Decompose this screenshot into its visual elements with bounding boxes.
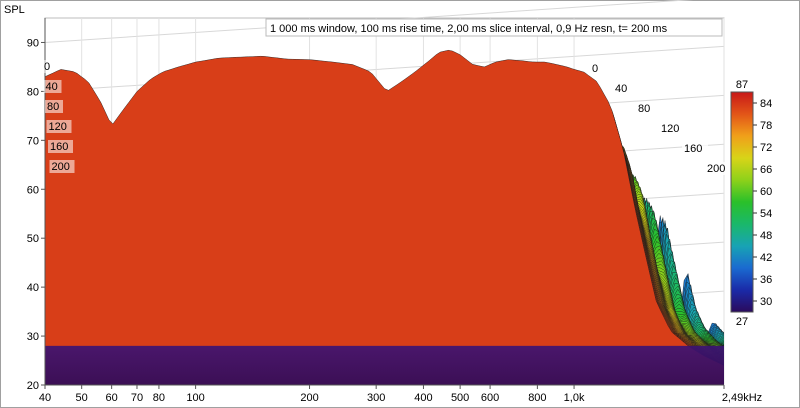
colorbar-max-label: 87 xyxy=(736,79,748,91)
time-label-right: 200 xyxy=(705,162,731,175)
x-tick-label: 100 xyxy=(186,392,204,404)
time-label-left: 200 xyxy=(49,160,75,173)
svg-text:200: 200 xyxy=(52,161,70,173)
x-tick-label: 800 xyxy=(528,392,546,404)
waterfall-slices xyxy=(45,49,724,385)
time-label-left: 40 xyxy=(43,80,62,93)
svg-text:40: 40 xyxy=(46,81,58,93)
x-tick-label: 70 xyxy=(131,392,143,404)
x-tick-label: 40 xyxy=(39,392,51,404)
time-label-left: 120 xyxy=(46,120,72,133)
y-tick-label: 80 xyxy=(27,86,39,98)
spectrum-floor xyxy=(45,345,724,385)
colorbar-tick-label: 78 xyxy=(760,120,772,132)
colorbar-tick-label: 60 xyxy=(760,186,772,198)
x-tick-label: 2,49kHz xyxy=(722,392,762,404)
y-axis-label: SPL xyxy=(4,4,25,16)
svg-text:160: 160 xyxy=(684,143,702,155)
svg-text:80: 80 xyxy=(47,101,59,113)
colorbar-min-label: 27 xyxy=(736,316,748,328)
x-tick-label: 1,0k xyxy=(564,392,585,404)
time-label-right: 40 xyxy=(613,82,632,95)
waterfall-slice xyxy=(45,49,724,385)
y-tick-label: 50 xyxy=(27,233,39,245)
x-tick-label: 600 xyxy=(481,392,499,404)
x-tick-label: 60 xyxy=(106,392,118,404)
time-label-left: 0 xyxy=(42,60,53,73)
svg-text:200: 200 xyxy=(707,163,725,175)
x-tick-label: 400 xyxy=(414,392,432,404)
svg-text:40: 40 xyxy=(615,83,627,95)
colorbar-tick-label: 66 xyxy=(760,164,772,176)
x-tick-label: 500 xyxy=(451,392,469,404)
x-tick-label: 300 xyxy=(367,392,385,404)
colorbar-tick-label: 30 xyxy=(760,296,772,308)
colorbar: 87 27 84 78 72 66 60 54 48 42 36 30 xyxy=(730,79,772,328)
time-label-right: 80 xyxy=(636,102,655,115)
y-tick-label: 70 xyxy=(27,135,39,147)
colorbar-tick-label: 54 xyxy=(760,208,772,220)
y-tick-label: 90 xyxy=(27,37,39,49)
time-label-left: 160 xyxy=(48,140,73,153)
colorbar-tick-label: 48 xyxy=(760,230,772,242)
y-axis: 20 30 40 50 60 70 80 90 xyxy=(27,18,46,392)
svg-text:80: 80 xyxy=(638,103,650,115)
svg-text:0: 0 xyxy=(592,63,598,75)
x-tick-label: 80 xyxy=(153,392,165,404)
x-axis: 40 50 60 70 80 100 200 300 400 500 600 800 1,0k 2,49k… xyxy=(39,384,762,404)
time-label-left: 80 xyxy=(45,100,63,113)
colorbar-tick-label: 42 xyxy=(760,252,772,264)
svg-text:120: 120 xyxy=(49,121,67,133)
y-tick-label: 20 xyxy=(27,380,39,392)
time-label-right: 160 xyxy=(682,142,708,155)
x-tick-label: 200 xyxy=(300,392,318,404)
colorbar-tick-label: 72 xyxy=(760,142,772,154)
y-tick-label: 60 xyxy=(27,184,39,196)
x-tick-label: 50 xyxy=(76,392,88,404)
time-labels: 0 40 80 120 160 200 0 40 80 120 160 200 xyxy=(42,60,731,175)
time-label-right: 120 xyxy=(659,122,685,135)
title-box: 1 000 ms window, 100 ms rise time, 2,00 … xyxy=(265,18,723,37)
y-tick-label: 40 xyxy=(27,282,39,294)
svg-text:160: 160 xyxy=(50,141,68,153)
colorbar-tick-label: 36 xyxy=(760,274,772,286)
time-label-right: 0 xyxy=(590,62,602,75)
colorbar-tick-label: 84 xyxy=(760,98,772,110)
colorbar-gradient xyxy=(730,91,754,313)
svg-text:120: 120 xyxy=(661,123,679,135)
y-tick-label: 30 xyxy=(27,331,39,343)
chart-title: 1 000 ms window, 100 ms rise time, 2,00 … xyxy=(270,23,668,35)
svg-text:0: 0 xyxy=(44,61,50,73)
